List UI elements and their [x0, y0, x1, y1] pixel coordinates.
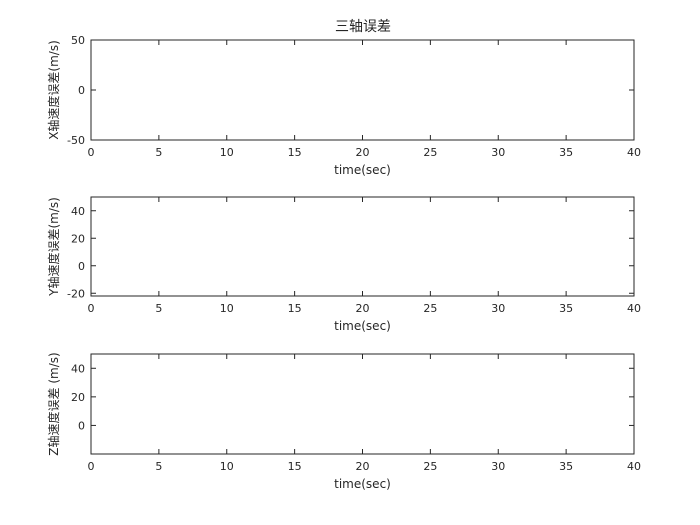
- axes-frame: [90, 39, 635, 141]
- y-axis-label: Z轴速度误差 (m/s): [46, 352, 61, 455]
- x-tick-label: 30: [491, 460, 505, 473]
- y-tick-label: -50: [67, 134, 85, 147]
- y-tick-label: -20: [67, 287, 85, 300]
- x-tick-label: 5: [155, 460, 162, 473]
- y-tick-label: 50: [71, 34, 85, 47]
- x-tick-label: 35: [559, 460, 573, 473]
- x-tick-label: 10: [220, 146, 234, 159]
- y-tick-label: 40: [71, 362, 85, 375]
- axes-frame: [90, 196, 635, 297]
- y-tick-label: 0: [78, 419, 85, 432]
- x-tick-label: 20: [356, 460, 370, 473]
- x-tick-label: 30: [491, 146, 505, 159]
- x-axis-label: time(sec): [334, 477, 391, 491]
- y-tick-label: 20: [71, 232, 85, 245]
- axes-frame: [90, 353, 635, 455]
- x-tick-label: 5: [155, 146, 162, 159]
- x-tick-label: 0: [88, 460, 95, 473]
- y-tick-label: 0: [78, 84, 85, 97]
- x-axis-label: time(sec): [334, 319, 391, 333]
- y-axis-label: Y轴速度误差(m/s): [46, 197, 61, 297]
- x-tick-label: 35: [559, 302, 573, 315]
- x-tick-label: 10: [220, 460, 234, 473]
- x-tick-label: 30: [491, 302, 505, 315]
- x-tick-label: 40: [627, 302, 641, 315]
- subplot-2: 0 5 10 15 20 25 30 35 40-2002040time(sec)Y轴速度误差(…: [46, 196, 641, 333]
- subplot-1: 0 5 10 15 20 25 30 35 40-50050time(sec)X轴速度误差(m/…: [46, 34, 641, 177]
- x-tick-label: 15: [288, 146, 302, 159]
- figure-title: 三轴误差: [335, 19, 391, 35]
- y-axis-label: X轴速度误差(m/s): [46, 40, 61, 140]
- x-tick-label: 5: [155, 302, 162, 315]
- x-tick-label: 0: [88, 146, 95, 159]
- x-tick-label: 25: [423, 146, 437, 159]
- subplot-stack: 0 5 10 15 20 25 30 35 40-50050time(sec)X轴速度误差(m/…: [46, 34, 641, 491]
- x-tick-label: 10: [220, 302, 234, 315]
- x-tick-label: 0: [88, 302, 95, 315]
- x-tick-label: 40: [627, 460, 641, 473]
- y-tick-label: 40: [71, 205, 85, 218]
- x-axis-label: time(sec): [334, 163, 391, 177]
- x-tick-label: 15: [288, 302, 302, 315]
- x-tick-label: 25: [423, 460, 437, 473]
- x-tick-label: 25: [423, 302, 437, 315]
- x-tick-label: 20: [356, 146, 370, 159]
- x-tick-label: 40: [627, 146, 641, 159]
- x-tick-label: 15: [288, 460, 302, 473]
- x-tick-label: 20: [356, 302, 370, 315]
- y-tick-label: 0: [78, 260, 85, 273]
- y-tick-label: 20: [71, 391, 85, 404]
- subplot-3: 0 5 10 15 20 25 30 35 40 0 20 40 time(sec) Z轴速度误差 (m/…: [46, 352, 641, 491]
- x-tick-label: 35: [559, 146, 573, 159]
